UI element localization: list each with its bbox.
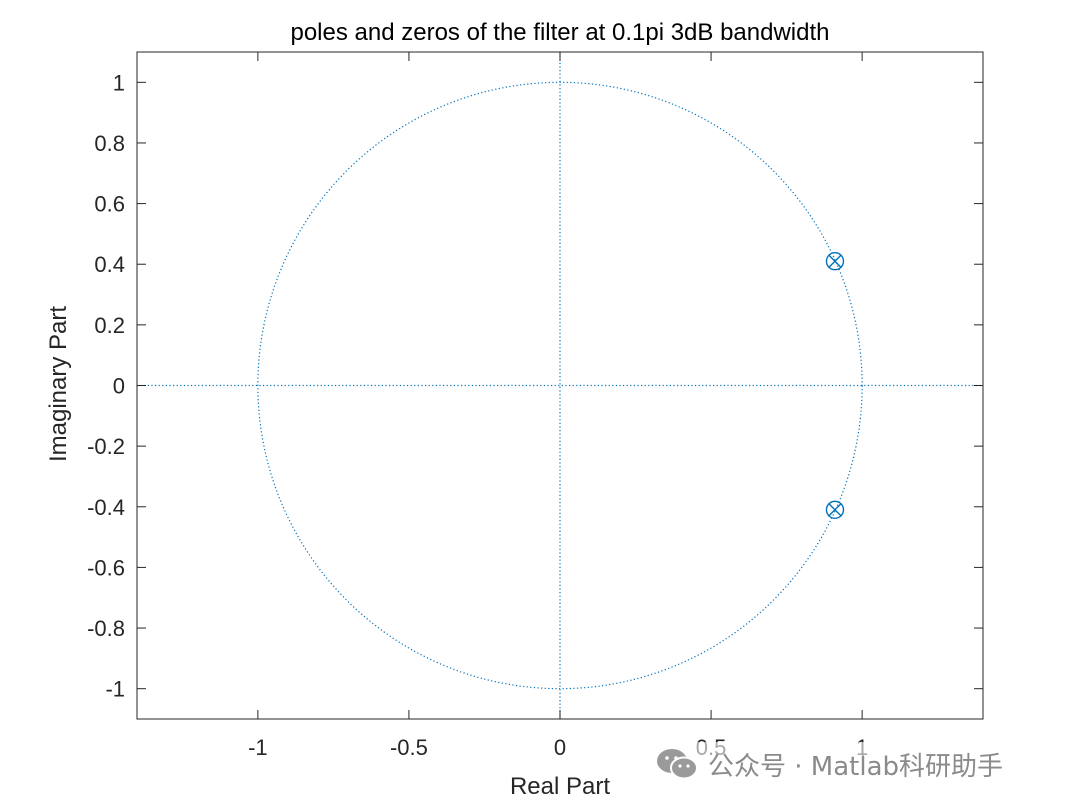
- y-tick-label: -0.6: [87, 555, 125, 580]
- axes: -1-0.500.5110.80.60.40.20-0.2-0.4-0.6-0.…: [87, 51, 984, 760]
- zero-marker: [825, 500, 845, 520]
- x-axis-label: Real Part: [510, 773, 610, 800]
- x-tick-label: 0: [554, 735, 566, 760]
- y-tick-label: -0.8: [87, 616, 125, 641]
- y-tick-label: 0.4: [94, 252, 125, 277]
- y-axis-label: Imaginary Part: [45, 306, 72, 462]
- y-tick-label: -0.4: [87, 495, 125, 520]
- pole-marker: [827, 254, 842, 269]
- y-tick-label: 0: [113, 374, 125, 399]
- watermark: 公众号 · Matlab科研助手: [650, 742, 1008, 786]
- y-tick-label: 0.8: [94, 131, 125, 156]
- wechat-icon: [657, 749, 698, 780]
- y-tick-label: -1: [105, 677, 125, 702]
- x-tick-label: -0.5: [390, 735, 428, 760]
- zero-marker: [825, 251, 845, 271]
- pole-marker: [827, 502, 842, 517]
- unit-circle: [257, 81, 863, 690]
- y-tick-label: -0.2: [87, 434, 125, 459]
- x-tick-label: -1: [248, 735, 268, 760]
- watermark-text: 公众号 · Matlab科研助手: [708, 751, 1004, 782]
- y-tick-label: 0.6: [94, 192, 125, 217]
- y-tick-label: 1: [113, 70, 125, 95]
- y-tick-label: 0.2: [94, 313, 125, 338]
- chart-title: poles and zeros of the filter at 0.1pi 3…: [290, 19, 829, 46]
